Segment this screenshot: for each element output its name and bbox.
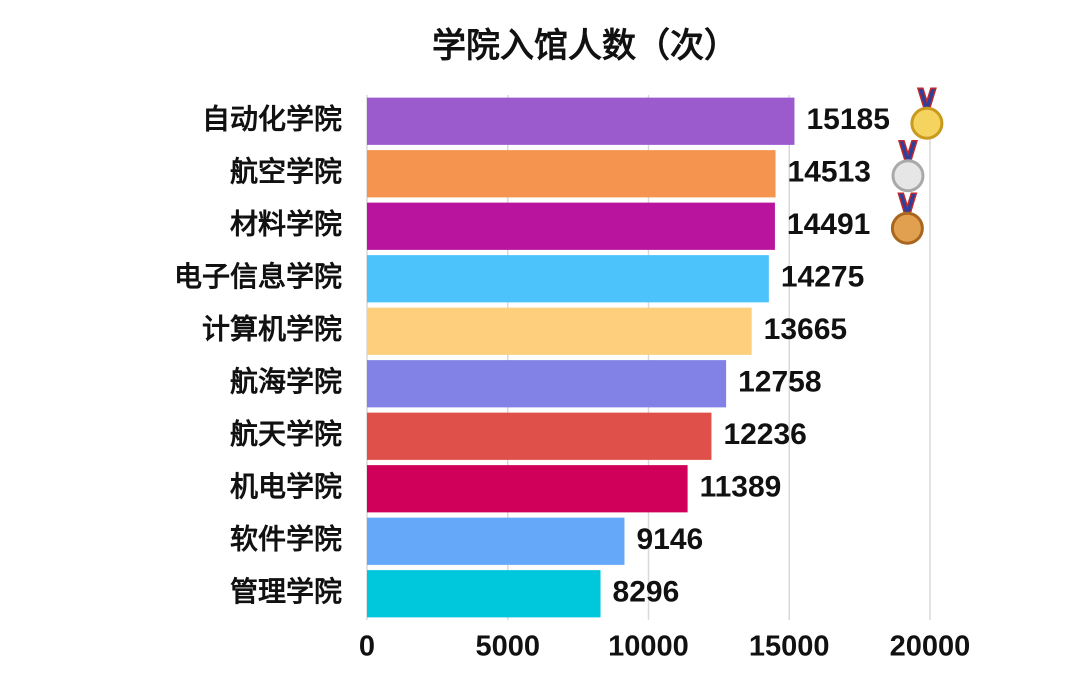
value-label: 13665 bbox=[764, 313, 847, 346]
x-tick-label: 5000 bbox=[475, 631, 540, 663]
x-tick-label: 15000 bbox=[749, 631, 830, 663]
medal bbox=[891, 140, 925, 193]
x-tick-label: 20000 bbox=[890, 631, 971, 663]
y-tick-label: 软件学院 bbox=[230, 523, 342, 555]
bar bbox=[367, 360, 727, 408]
medal bbox=[890, 192, 924, 245]
bar bbox=[367, 255, 769, 303]
y-tick-label: 航空学院 bbox=[230, 155, 342, 187]
x-tick-label: 10000 bbox=[608, 631, 689, 663]
bar bbox=[367, 465, 688, 513]
y-tick-label: 机电学院 bbox=[230, 470, 342, 502]
y-tick-label: 电子信息学院 bbox=[174, 260, 342, 292]
y-tick-label: 航天学院 bbox=[230, 418, 342, 450]
bar bbox=[367, 412, 712, 460]
bar bbox=[367, 307, 752, 355]
value-label: 8296 bbox=[613, 576, 680, 609]
medal-disc bbox=[910, 106, 944, 140]
value-label: 14491 bbox=[787, 208, 870, 241]
medal bbox=[910, 87, 944, 140]
bar bbox=[367, 150, 776, 198]
y-tick-label: 自动化学院 bbox=[202, 103, 342, 135]
y-tick-label: 计算机学院 bbox=[202, 313, 342, 345]
bar bbox=[367, 202, 775, 250]
bar bbox=[367, 517, 625, 565]
value-label: 14513 bbox=[788, 156, 871, 189]
value-label: 9146 bbox=[636, 523, 703, 556]
y-tick-label: 管理学院 bbox=[230, 575, 342, 607]
y-tick-label: 航海学院 bbox=[230, 365, 342, 397]
chart-title: 学院入馆人数（次） bbox=[432, 26, 738, 65]
value-label: 12758 bbox=[738, 366, 821, 399]
value-label: 15185 bbox=[806, 103, 889, 136]
bar bbox=[367, 97, 795, 145]
value-label: 12236 bbox=[723, 418, 806, 451]
value-label: 11389 bbox=[700, 471, 782, 504]
medal-disc bbox=[890, 211, 924, 245]
medal-disc bbox=[891, 159, 925, 193]
value-label: 14275 bbox=[781, 261, 864, 294]
x-tick-label: 0 bbox=[359, 631, 375, 663]
y-tick-label: 材料学院 bbox=[230, 208, 342, 240]
bar bbox=[367, 570, 601, 618]
